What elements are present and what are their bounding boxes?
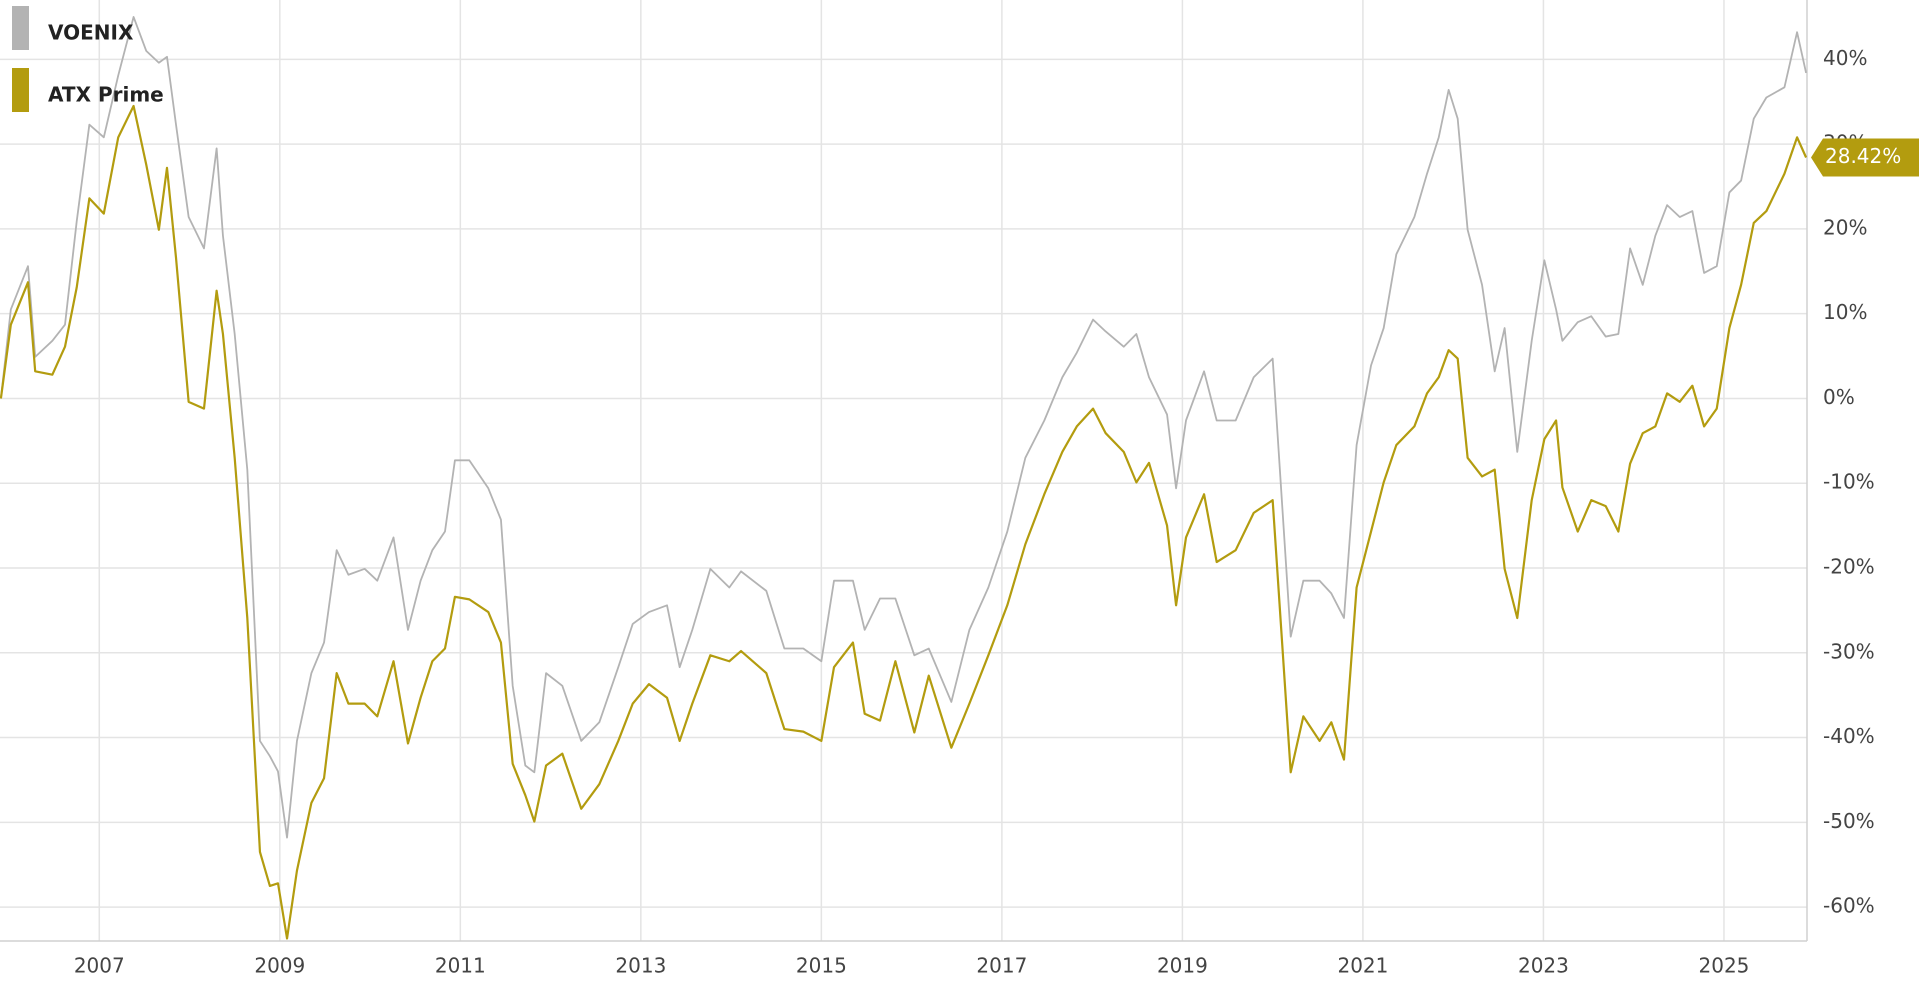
y-tick-label: -50% (1823, 809, 1875, 833)
y-tick-label: 40% (1823, 46, 1867, 70)
x-tick-label: 2007 (74, 954, 125, 978)
y-tick-label: -20% (1823, 554, 1875, 578)
x-tick-label: 2023 (1518, 954, 1569, 978)
legend-swatch (12, 6, 29, 50)
y-tick-label: -40% (1823, 724, 1875, 748)
price-tag (1811, 138, 1919, 177)
y-tick-label: 0% (1823, 385, 1855, 409)
legend-label: ATX Prime (48, 83, 164, 107)
legend: VOENIX ATX Prime (12, 6, 164, 112)
x-tick-label: 2009 (254, 954, 305, 978)
y-tick-label: 10% (1823, 300, 1867, 324)
price-tag-label: 28.42% (1825, 144, 1901, 168)
y-tick-label: -10% (1823, 470, 1875, 494)
y-tick-label: -60% (1823, 894, 1875, 918)
x-tick-label: 2013 (615, 954, 666, 978)
y-tick-label: 20% (1823, 215, 1867, 239)
x-tick-label: 2015 (796, 954, 847, 978)
x-tick-label: 2019 (1157, 954, 1208, 978)
x-tick-label: 2021 (1337, 954, 1388, 978)
x-tick-label: 2017 (976, 954, 1027, 978)
x-tick-label: 2011 (435, 954, 486, 978)
series-line (0, 104, 1808, 940)
y-tick-label: -30% (1823, 639, 1875, 663)
legend-label: VOENIX (48, 21, 134, 45)
series-line (0, 16, 1807, 839)
x-tick-label: 2025 (1699, 954, 1750, 978)
legend-swatch (12, 68, 29, 112)
